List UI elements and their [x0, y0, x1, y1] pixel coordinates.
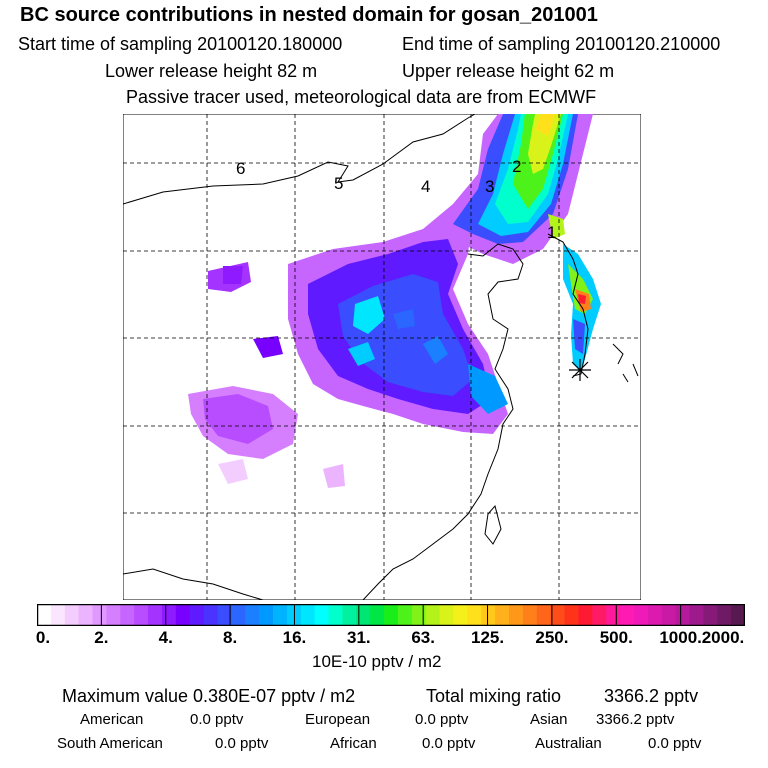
- colorbar-cell: [64, 604, 80, 626]
- colorbar-tick-label: 31.: [346, 628, 371, 647]
- colorbar-tick-label: 0.: [35, 628, 51, 647]
- european-value: 0.0 pptv: [415, 711, 469, 728]
- plot-title: BC source contributions in nested domain…: [20, 4, 598, 26]
- colorbar-cell: [134, 604, 149, 626]
- colorbar-cell: [342, 604, 357, 626]
- colorbar-cell: [620, 604, 635, 626]
- colorbar-cell: [314, 604, 330, 626]
- colorbar-cell: [328, 604, 344, 626]
- african-label: African: [330, 735, 377, 752]
- colorbar-cell: [703, 604, 718, 626]
- colorbar-cell: [717, 604, 732, 626]
- african-value: 0.0 pptv: [422, 735, 476, 752]
- contribution-field: [188, 114, 601, 488]
- region-label-6: 6: [236, 159, 245, 178]
- colorbar-cell: [245, 604, 260, 626]
- colorbar-cell: [259, 604, 274, 626]
- end-time: End time of sampling 20100120.210000: [402, 34, 721, 54]
- colorbar-cell: [481, 604, 496, 626]
- colorbar-cell: [300, 604, 316, 626]
- australian-label: Australian: [535, 735, 602, 752]
- region-label-5: 5: [334, 174, 343, 193]
- american-value: 0.0 pptv: [190, 711, 244, 728]
- colorbar-cell: [633, 604, 649, 626]
- colorbar-tick-label: 16.: [282, 628, 307, 647]
- colorbar-cell: [550, 604, 566, 626]
- south-american-value: 0.0 pptv: [215, 735, 269, 752]
- colorbar-cell: [647, 604, 663, 626]
- colorbar-cell: [203, 604, 219, 626]
- colorbar-cell: [675, 604, 691, 626]
- region-label-2: 2: [512, 157, 521, 176]
- colorbar-cell: [161, 604, 177, 626]
- region-label-1: 1: [547, 223, 556, 242]
- colorbar-cell: [92, 604, 108, 626]
- upper-release-height: Upper release height 62 m: [402, 61, 615, 81]
- colorbar-cell: [189, 604, 205, 626]
- colorbar-cell: [578, 604, 593, 626]
- region-label-4: 4: [421, 177, 430, 196]
- colorbar-cell: [495, 604, 510, 626]
- colorbar-cell: [453, 604, 468, 626]
- colorbar-tick-label: 2000.: [701, 628, 745, 647]
- colorbar-cell: [384, 604, 399, 626]
- region-label-3: 3: [485, 177, 494, 196]
- colorbar-tick-label: 8.: [222, 628, 238, 647]
- source-contribution-map: 1 2 3 4 5 6: [123, 114, 641, 600]
- asian-label: Asian: [530, 711, 568, 728]
- colorbar-cell: [106, 604, 121, 626]
- colorbar-tick-label: 1000.: [659, 628, 702, 647]
- colorbar: [37, 604, 745, 626]
- colorbar-unit: 10E-10 pptv / m2: [312, 652, 442, 671]
- total-mixing-ratio-value: 3366.2 pptv: [604, 686, 699, 706]
- colorbar-cell: [536, 604, 552, 626]
- total-mixing-ratio-label: Total mixing ratio: [426, 686, 562, 706]
- colorbar-cell: [689, 604, 704, 626]
- tracer-note: Passive tracer used, meteorological data…: [126, 87, 597, 107]
- colorbar-cell: [509, 604, 524, 626]
- coastlines: [123, 114, 639, 600]
- start-time: Start time of sampling 20100120.180000: [18, 34, 343, 54]
- european-label: European: [305, 711, 371, 728]
- colorbar-cell: [522, 604, 538, 626]
- star-icon: [569, 359, 591, 381]
- colorbar-cell: [50, 604, 66, 626]
- colorbar-cell: [120, 604, 135, 626]
- colorbar-cell: [731, 604, 745, 626]
- colorbar-cell: [217, 604, 232, 626]
- colorbar-tick-label: 125.: [470, 628, 505, 647]
- colorbar-cell: [370, 604, 385, 626]
- colorbar-cell: [231, 604, 246, 626]
- colorbar-cell: [148, 604, 163, 626]
- asian-value: 3366.2 pptv: [596, 711, 675, 728]
- australian-value: 0.0 pptv: [648, 735, 702, 752]
- colorbar-cell: [37, 604, 52, 626]
- maximum-value: Maximum value 0.380E-07 pptv / m2: [62, 686, 356, 706]
- colorbar-cell: [356, 604, 371, 626]
- colorbar-cell: [78, 604, 94, 626]
- map-gridlines: [123, 114, 641, 600]
- colorbar-cell: [606, 604, 621, 626]
- colorbar-cell: [592, 604, 607, 626]
- colorbar-cell: [564, 604, 580, 626]
- colorbar-tick-label: 4.: [158, 628, 173, 647]
- colorbar-tick-label: 63.: [411, 628, 435, 647]
- colorbar-tick-label: 250.: [535, 628, 569, 647]
- american-label: American: [80, 711, 144, 728]
- lower-release-height: Lower release height 82 m: [105, 61, 318, 81]
- colorbar-cell: [411, 604, 427, 626]
- colorbar-cell: [397, 604, 413, 626]
- colorbar-cell: [439, 604, 455, 626]
- colorbar-tick-label: 2.: [94, 628, 109, 647]
- colorbar-cell: [467, 604, 482, 626]
- colorbar-cell: [273, 604, 288, 626]
- colorbar-cell: [175, 604, 191, 626]
- colorbar-cell: [425, 604, 441, 626]
- colorbar-cell: [661, 604, 677, 626]
- south-american-label: South American: [57, 735, 163, 752]
- colorbar-tick-label: 500.: [599, 628, 633, 647]
